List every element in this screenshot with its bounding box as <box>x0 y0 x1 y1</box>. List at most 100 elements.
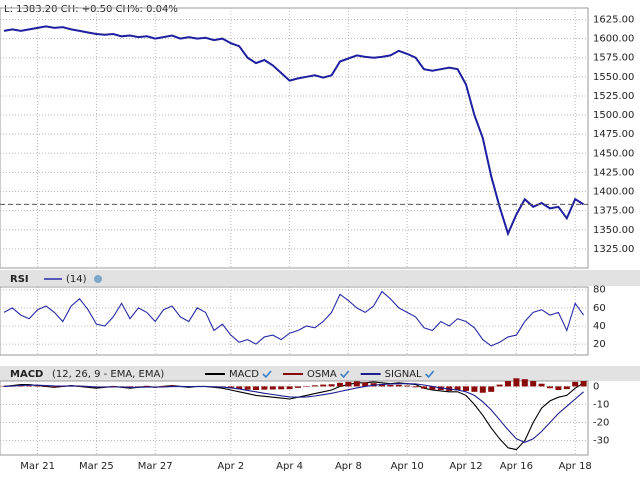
macd-header-band <box>0 366 640 381</box>
osma-bar <box>538 383 545 387</box>
osma-bar <box>454 386 461 391</box>
x-tick-label: Mar 21 <box>20 461 55 472</box>
osma-bar <box>295 386 301 388</box>
osma-bar <box>43 386 49 387</box>
osma-bar <box>505 381 511 387</box>
macd-title: MACD <box>10 369 43 380</box>
x-tick-label: Apr 8 <box>335 461 362 472</box>
osma-bar <box>311 385 318 387</box>
osma-bar <box>286 386 293 390</box>
osma-bar <box>563 386 570 390</box>
osma-bar <box>169 385 175 387</box>
y-tick-label: -10 <box>593 399 609 410</box>
osma-bar <box>269 386 276 390</box>
series-line <box>3 25 585 237</box>
settings-icon[interactable] <box>94 275 102 283</box>
y-tick-label: -30 <box>593 436 609 447</box>
y-tick-label: 40 <box>593 321 606 332</box>
osma-bar <box>337 382 343 387</box>
osma-bar <box>362 382 369 387</box>
osma-bar <box>59 386 66 387</box>
x-tick-label: Apr 18 <box>559 461 592 472</box>
rsi-title: RSI <box>10 274 29 285</box>
osma-bar <box>572 381 579 387</box>
osma-bar <box>135 386 142 387</box>
y-tick-label: 60 <box>593 303 606 314</box>
osma-bar <box>236 386 243 390</box>
x-tick-label: Mar 25 <box>79 461 114 472</box>
osma-bar <box>76 386 83 387</box>
osma-bar <box>513 378 520 387</box>
y-tick-label: 1375.00 <box>593 206 634 217</box>
y-tick-label: 1550.00 <box>593 72 634 83</box>
y-tick-label: 1625.00 <box>593 14 634 25</box>
osma-bar <box>110 386 117 387</box>
osma-bar <box>463 386 469 391</box>
macd-subtitle: (12, 26, 9 - EMA, EMA) <box>52 369 164 380</box>
osma-bar <box>496 384 503 387</box>
osma-bar <box>253 386 259 391</box>
series-line <box>3 383 584 443</box>
x-tick-label: Apr 4 <box>276 461 303 472</box>
osma-bar <box>320 384 327 387</box>
osma-bar <box>387 384 394 387</box>
osma-bar <box>395 384 402 387</box>
y-tick-label: 20 <box>593 339 606 350</box>
y-tick-label: 1425.00 <box>593 167 634 178</box>
osma-bar <box>421 386 427 389</box>
panel-frame <box>0 380 589 456</box>
panel-frame <box>0 7 589 269</box>
osma-bar <box>412 386 419 388</box>
x-tick-label: Apr 12 <box>449 461 482 472</box>
y-tick-label: 1525.00 <box>593 91 634 102</box>
panel-frame <box>0 286 589 356</box>
y-tick-label: 1600.00 <box>593 34 634 45</box>
legend-check[interactable] <box>340 370 350 379</box>
y-tick-label: 1325.00 <box>593 244 634 255</box>
osma-bar <box>488 386 495 392</box>
legend-label: MACD <box>229 369 259 380</box>
x-tick-label: Apr 2 <box>217 461 244 472</box>
macd-legend: MACD OSMA SIGNAL <box>205 369 435 380</box>
osma-bar <box>345 381 352 387</box>
y-tick-label: 1350.00 <box>593 225 634 236</box>
osma-bar <box>328 384 335 387</box>
y-tick-label: 80 <box>593 285 606 296</box>
osma-bar <box>261 386 268 390</box>
price-header: L: 1383.20 CH: +0.50 CH%: 0.04% <box>4 4 178 15</box>
y-tick-label: 1450.00 <box>593 148 634 159</box>
legend-check[interactable] <box>262 370 272 379</box>
osma-bar <box>479 386 486 393</box>
osma-bar <box>244 386 251 390</box>
series-line <box>3 290 585 347</box>
y-tick-label: 1400.00 <box>593 187 634 198</box>
osma-bar <box>26 385 33 387</box>
legend-label: SIGNAL <box>385 369 422 380</box>
x-tick-label: Apr 16 <box>500 461 533 472</box>
y-tick-label: -20 <box>593 418 609 429</box>
osma-bar <box>379 384 385 387</box>
osma-bar <box>404 385 411 387</box>
osma-bar <box>471 386 478 392</box>
osma-bar <box>34 386 41 387</box>
rsi-header-band <box>0 270 640 286</box>
x-tick-label: Apr 10 <box>391 461 424 472</box>
y-tick-label: 0 <box>593 381 599 392</box>
legend-label: OSMA <box>307 369 337 380</box>
osma-bar <box>51 386 58 388</box>
osma-bar <box>353 381 360 387</box>
y-tick-label: 1575.00 <box>593 53 634 64</box>
osma-bar <box>143 385 150 387</box>
osma-bar <box>227 386 234 389</box>
osma-bar <box>303 386 310 387</box>
y-tick-label: 1475.00 <box>593 129 634 140</box>
osma-bar <box>521 379 528 387</box>
osma-bar <box>278 386 285 390</box>
x-tick-label: Mar 27 <box>138 461 173 472</box>
legend-check[interactable] <box>425 370 435 379</box>
legend-label: (14) <box>66 274 87 285</box>
osma-bar <box>555 386 562 391</box>
